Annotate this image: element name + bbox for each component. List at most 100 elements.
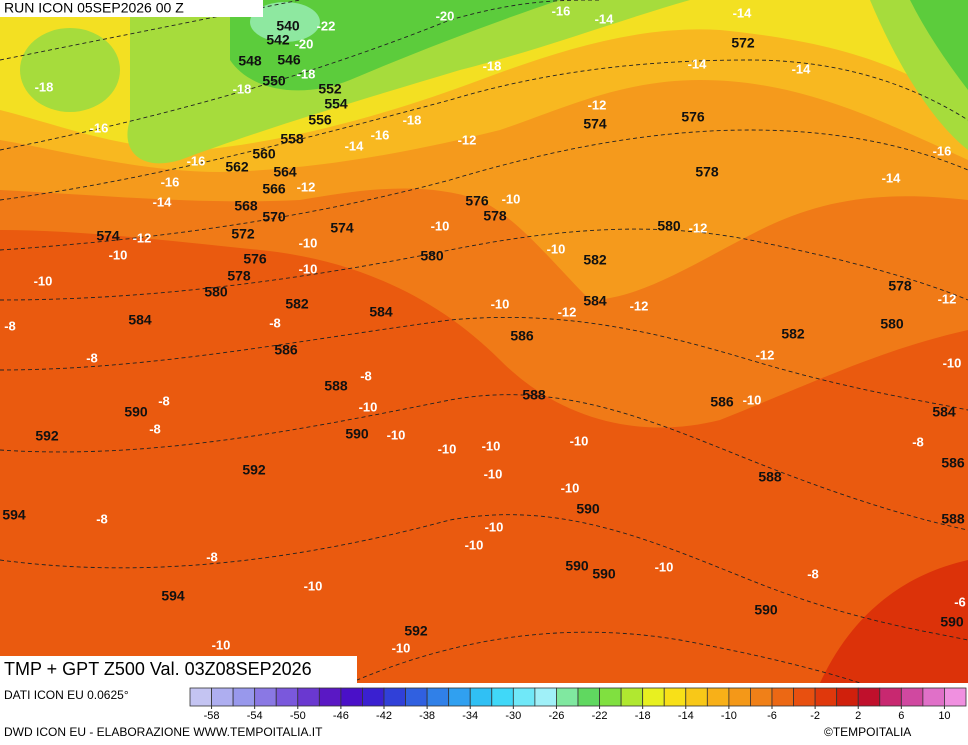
geopotential-label: 572 — [731, 35, 755, 51]
geopotential-label: 592 — [35, 428, 59, 444]
colorbar-swatch — [469, 687, 493, 707]
field-band — [910, 0, 968, 90]
geopotential-label: 554 — [324, 96, 348, 112]
colorbar-label: 6 — [898, 710, 904, 722]
geopotential-label: 594 — [2, 507, 26, 523]
geopotential-label: 580 — [204, 284, 228, 300]
temperature-label: -14 — [792, 61, 812, 76]
geopotential-label: 540 — [276, 18, 300, 34]
temperature-label: -16 — [552, 3, 571, 18]
colorbar-swatch — [577, 687, 600, 707]
geopotential-label: 594 — [161, 588, 185, 604]
geopotential-label: 590 — [940, 614, 964, 630]
temperature-label: -10 — [485, 519, 504, 534]
temperature-label: -12 — [630, 298, 649, 313]
temperature-label: -18 — [35, 79, 54, 94]
run-label: RUN ICON 05SEP2026 00 Z — [4, 0, 184, 16]
temperature-label: -18 — [403, 112, 422, 127]
colorbar-swatch — [297, 687, 320, 707]
temperature-label: -8 — [206, 549, 218, 564]
geopotential-label: 564 — [273, 164, 297, 180]
colorbar-label: 2 — [855, 710, 861, 722]
temperature-label: -18 — [483, 58, 502, 73]
temperature-label: -16 — [933, 143, 952, 158]
temperature-label: -20 — [436, 8, 455, 23]
geopotential-label: 588 — [324, 378, 348, 394]
temperature-label: -10 — [431, 218, 450, 233]
geopotential-label: 588 — [522, 387, 546, 403]
geopotential-label: 542 — [266, 32, 290, 48]
temperature-label: -16 — [161, 174, 180, 189]
geopotential-label: 584 — [932, 404, 956, 420]
temperature-label: -10 — [34, 273, 53, 288]
temperature-label: -8 — [360, 368, 372, 383]
geopotential-label: 574 — [96, 228, 120, 244]
colorbar-swatch — [706, 687, 730, 707]
temperature-label: -10 — [482, 438, 501, 453]
geopotential-label: 572 — [231, 226, 255, 242]
colorbar-swatch — [836, 687, 859, 707]
copyright: ©TEMPOITALIA — [824, 725, 911, 739]
temperature-label: -10 — [392, 640, 411, 655]
temperature-label: -10 — [212, 637, 231, 652]
colorbar-label: -14 — [678, 710, 694, 722]
temperature-label: -20 — [295, 36, 314, 51]
colorbar-swatch — [534, 687, 557, 707]
colorbar-label: -38 — [419, 710, 435, 722]
temperature-label: -8 — [4, 318, 16, 333]
geopotential-label: 588 — [941, 511, 965, 527]
temperature-label: -8 — [86, 350, 98, 365]
colorbar-swatch — [599, 687, 622, 707]
temperature-label: -12 — [588, 97, 607, 112]
geopotential-label: 570 — [262, 209, 286, 225]
geopotential-label: 548 — [238, 53, 262, 69]
colorbar-swatch — [318, 687, 342, 707]
temperature-label: -12 — [558, 304, 577, 319]
colorbar-label: -50 — [290, 710, 306, 722]
field-band — [20, 28, 120, 112]
map-field — [0, 0, 968, 683]
colorbar-swatch — [405, 687, 428, 707]
geopotential-label: 584 — [128, 312, 152, 328]
geopotential-label: 578 — [695, 164, 719, 180]
temperature-label: -10 — [359, 399, 378, 414]
temperature-label: -8 — [149, 421, 161, 436]
colorbar-label: -46 — [333, 710, 349, 722]
temperature-label: -10 — [547, 241, 566, 256]
colorbar-swatch — [922, 687, 945, 707]
temperature-label: -16 — [187, 153, 206, 168]
colorbar-swatch — [814, 687, 838, 707]
temperature-label: -12 — [689, 220, 708, 235]
temperature-label: -16 — [371, 127, 390, 142]
geopotential-label: 582 — [285, 296, 309, 312]
temperature-label: -14 — [153, 194, 173, 209]
colorbar-swatch — [426, 687, 450, 707]
colorbar-swatch — [512, 687, 536, 707]
field-band — [250, 2, 320, 42]
geopotential-label: 586 — [510, 328, 534, 344]
colorbar-swatch — [642, 687, 665, 707]
colorbar-swatch — [275, 687, 299, 707]
geopotential-label: 578 — [888, 278, 912, 294]
geopotential-label: 582 — [583, 252, 607, 268]
temperature-label: -22 — [317, 18, 336, 33]
temperature-label: -12 — [297, 179, 316, 194]
temperature-label: -14 — [688, 56, 708, 71]
temperature-label: -14 — [882, 170, 902, 185]
map-title: TMP + GPT Z500 Val. 03Z08SEP2026 — [4, 659, 312, 679]
colorbar-swatch — [211, 687, 234, 707]
temperature-label: -12 — [938, 291, 957, 306]
geopotential-label: 590 — [592, 566, 616, 582]
geopotential-label: 592 — [242, 462, 266, 478]
temperature-label: -16 — [90, 120, 109, 135]
geopotential-label: 568 — [234, 198, 258, 214]
temperature-label: -10 — [465, 537, 484, 552]
temperature-label: -14 — [595, 11, 615, 26]
temperature-label: -10 — [304, 578, 323, 593]
geopotential-label: 592 — [404, 623, 428, 639]
geopotential-label: 560 — [252, 146, 276, 162]
colorbar-label: 10 — [938, 710, 950, 722]
geopotential-label: 576 — [243, 251, 267, 267]
header-box — [0, 0, 263, 17]
